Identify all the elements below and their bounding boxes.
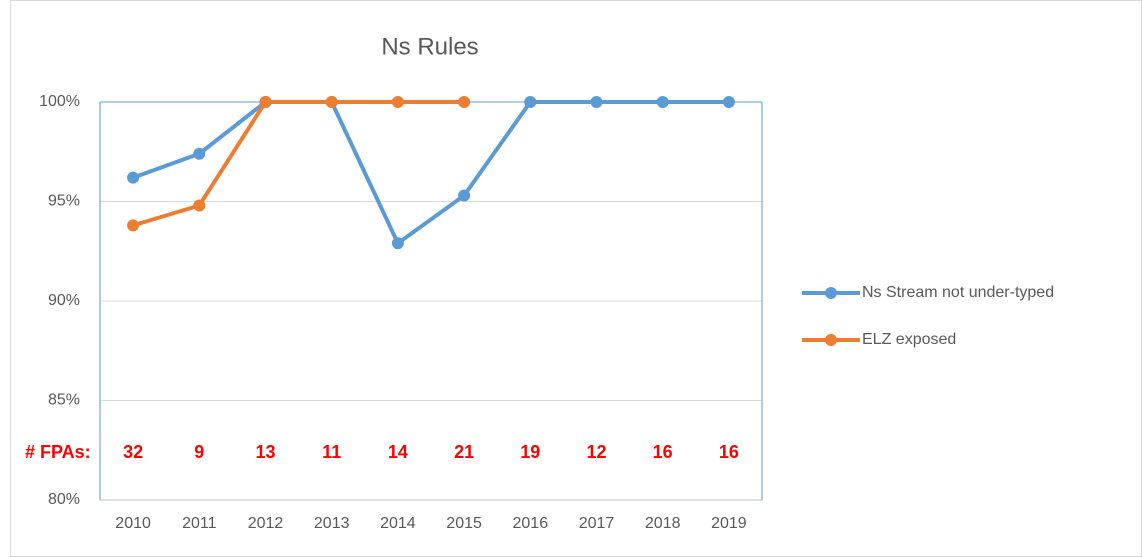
series-marker bbox=[524, 96, 537, 108]
series-marker bbox=[325, 96, 338, 108]
x-tick-label: 2010 bbox=[115, 515, 151, 532]
x-tick-label: 2011 bbox=[182, 515, 217, 532]
series-marker bbox=[590, 96, 603, 108]
fpa-count: 16 bbox=[653, 442, 673, 462]
legend-marker bbox=[825, 287, 837, 299]
series-marker bbox=[722, 96, 735, 108]
fpa-count: 16 bbox=[719, 442, 739, 462]
series-line bbox=[132, 100, 729, 246]
series-line bbox=[132, 100, 465, 228]
series-marker bbox=[391, 96, 404, 108]
series-marker bbox=[127, 219, 140, 232]
chart-border bbox=[10, 0, 1142, 557]
series-marker bbox=[193, 199, 206, 212]
x-tick-label: 2015 bbox=[446, 515, 482, 532]
fpa-count: 14 bbox=[388, 442, 408, 462]
y-tick-label: 85% bbox=[48, 392, 80, 409]
legend-marker bbox=[825, 334, 837, 346]
x-tick-label: 2017 bbox=[579, 515, 615, 532]
fpa-count: 21 bbox=[454, 442, 474, 462]
x-tick-label: 2018 bbox=[645, 515, 681, 532]
x-tick-label: 2019 bbox=[711, 515, 747, 532]
series-marker bbox=[458, 96, 471, 108]
series-marker bbox=[391, 237, 404, 250]
series-marker bbox=[656, 96, 669, 108]
fpa-count: 11 bbox=[322, 442, 341, 462]
fpa-label: # FPAs: bbox=[25, 442, 91, 462]
series-marker bbox=[193, 147, 206, 160]
y-tick-label: 95% bbox=[48, 193, 80, 210]
x-tick-label: 2014 bbox=[380, 515, 416, 532]
x-tick-label: 2012 bbox=[248, 515, 284, 532]
series-marker bbox=[458, 189, 471, 202]
series-marker bbox=[259, 96, 272, 108]
x-tick-label: 2016 bbox=[513, 515, 549, 532]
y-tick-label: 100% bbox=[39, 93, 80, 110]
y-tick-label: 90% bbox=[48, 292, 80, 309]
fpa-count: 13 bbox=[255, 442, 275, 462]
series-marker bbox=[127, 171, 140, 184]
legend-label: ELZ exposed bbox=[862, 331, 956, 348]
chart-title: Ns Rules bbox=[381, 33, 478, 60]
x-tick-label: 2013 bbox=[314, 515, 350, 532]
legend-label: Ns Stream not under-typed bbox=[862, 284, 1054, 301]
fpa-count: 12 bbox=[586, 442, 606, 462]
y-tick-label: 80% bbox=[48, 491, 80, 508]
fpa-count: 19 bbox=[520, 442, 540, 462]
fpa-count: 32 bbox=[123, 442, 143, 462]
fpa-count: 9 bbox=[194, 442, 204, 462]
